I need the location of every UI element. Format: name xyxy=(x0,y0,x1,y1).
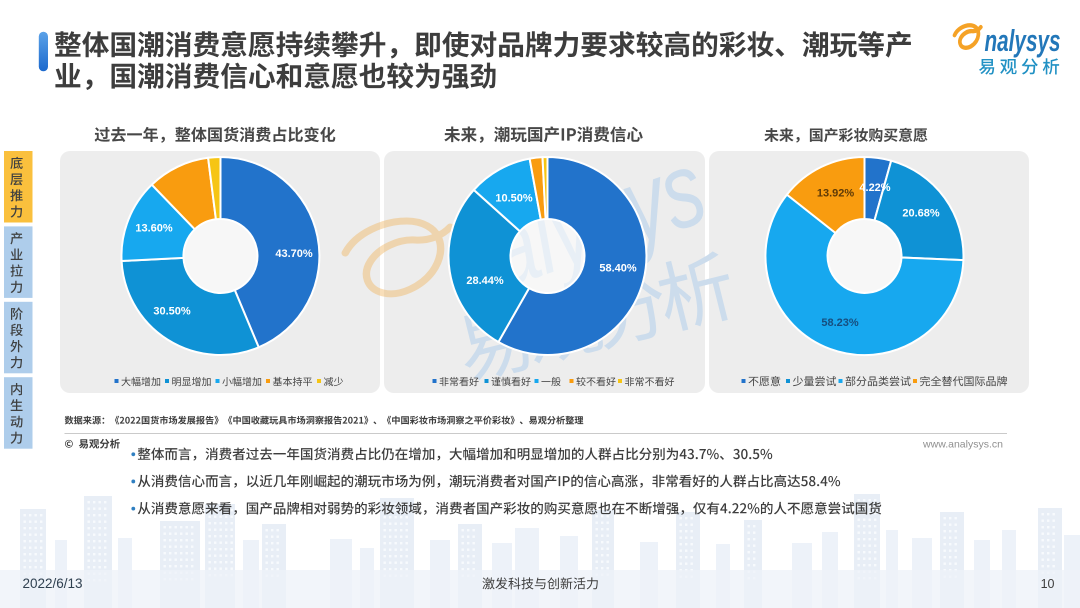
svg-text:20.68%: 20.68% xyxy=(902,207,940,219)
svg-text:43.70%: 43.70% xyxy=(275,248,313,260)
svg-text:10.50%: 10.50% xyxy=(495,193,533,205)
svg-text:58.23%: 58.23% xyxy=(821,317,859,329)
svg-text:58.40%: 58.40% xyxy=(599,262,637,274)
svg-text:www.analysys.cn: www.analysys.cn xyxy=(922,439,1003,451)
svg-text:13.60%: 13.60% xyxy=(135,222,173,234)
svg-text:2022/6/13: 2022/6/13 xyxy=(23,576,83,591)
svg-text:nalysys: nalysys xyxy=(985,23,1061,58)
svg-text:30.50%: 30.50% xyxy=(153,305,191,317)
svg-text:13.92%: 13.92% xyxy=(817,187,855,199)
svg-text:4.22%: 4.22% xyxy=(859,182,890,194)
svg-text:10: 10 xyxy=(1041,577,1055,591)
svg-text:28.44%: 28.44% xyxy=(466,275,504,287)
